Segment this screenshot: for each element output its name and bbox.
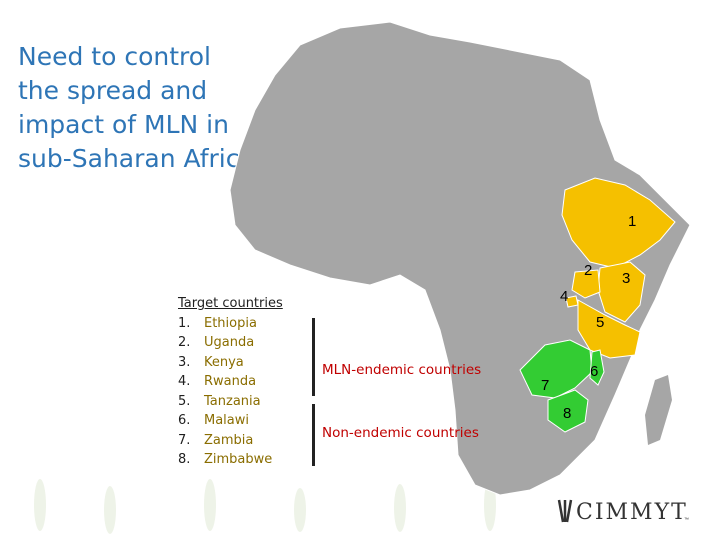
legend-item: 3. Kenya <box>178 353 283 373</box>
legend-item-name: Malawi <box>204 413 250 428</box>
legend-item-number: 7. <box>178 432 191 448</box>
region-ethiopia <box>561 177 676 269</box>
map-label-3: 3 <box>622 270 630 287</box>
legend-item-name: Zimbabwe <box>204 452 273 467</box>
map-label-1: 1 <box>628 213 636 230</box>
legend-item: 8. Zimbabwe <box>178 450 283 470</box>
legend-item-name: Kenya <box>204 354 244 370</box>
legend-item-name: Zambia <box>204 432 254 448</box>
cimmyt-logo-text: CIMMYT <box>576 500 688 525</box>
region-zimbabwe <box>547 389 589 433</box>
cimmyt-logo-icon <box>557 499 573 523</box>
endemic-bracket <box>312 318 315 396</box>
madagascar <box>645 375 672 445</box>
map-label-8: 8 <box>563 405 571 422</box>
legend-item-name: Ethiopia <box>204 315 257 331</box>
trademark-mark: ™ <box>684 517 689 523</box>
legend-item: 4. Rwanda <box>178 372 283 392</box>
map-label-5: 5 <box>596 314 604 331</box>
non-endemic-category-label: Non-endemic countries <box>322 425 479 441</box>
legend-item-number: 1. <box>178 315 191 331</box>
cimmyt-logo: CIMMYT <box>576 500 688 525</box>
legend-item-name: Uganda <box>204 335 255 350</box>
map-label-6: 6 <box>590 363 598 380</box>
region-malawi <box>589 349 605 386</box>
legend-item: 5. Tanzania <box>178 392 283 412</box>
non-endemic-bracket <box>312 404 315 466</box>
map-label-2: 2 <box>584 262 592 279</box>
legend-item-number: 2. <box>178 335 191 350</box>
crop-decoration <box>34 479 496 534</box>
region-kenya <box>597 261 646 323</box>
map-label-4: 4 <box>560 288 568 305</box>
slide-title: Need to control the spread and impact of… <box>18 42 255 173</box>
legend-item-number: 5. <box>178 393 191 409</box>
legend-item-number: 4. <box>178 374 191 389</box>
legend-item: 6. Malawi <box>178 411 283 431</box>
legend-item-number: 3. <box>178 354 191 370</box>
legend-item-name: Tanzania <box>204 393 261 409</box>
legend-heading: Target countries <box>178 296 283 311</box>
legend-item-number: 6. <box>178 413 191 428</box>
endemic-category-label: MLN-endemic countries <box>322 362 482 378</box>
legend-item-name: Rwanda <box>204 374 257 389</box>
legend-item: 7. Zambia <box>178 431 283 451</box>
region-tanzania <box>577 299 641 359</box>
legend-item: 2. Uganda <box>178 333 283 353</box>
target-countries-legend: Target countries 1. Ethiopia 2. Uganda 3. K… <box>178 294 283 470</box>
map-label-7: 7 <box>541 377 549 394</box>
legend-item-number: 8. <box>178 452 191 467</box>
region-uganda <box>571 269 601 299</box>
legend-item: 1. Ethiopia <box>178 314 283 334</box>
